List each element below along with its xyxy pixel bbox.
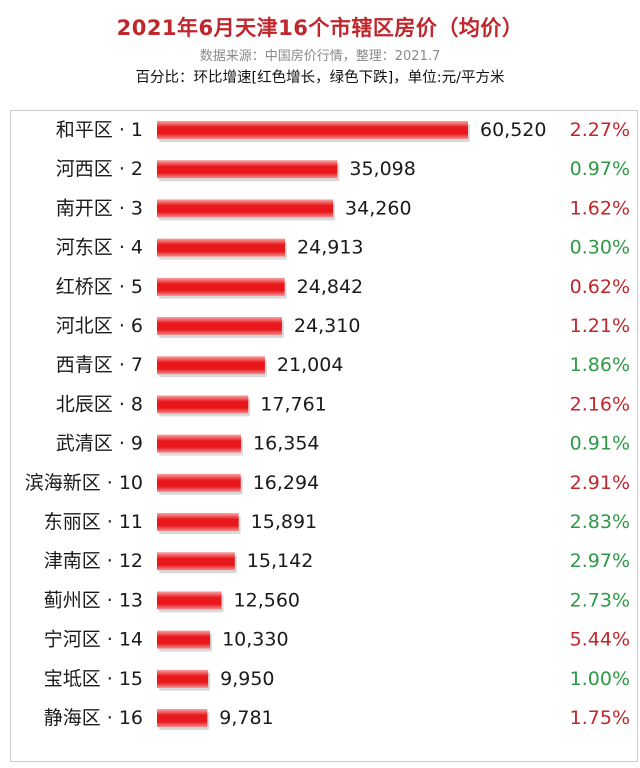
value-label: 34,260: [345, 197, 411, 219]
bar: [157, 473, 241, 492]
value-label: 24,913: [297, 237, 363, 259]
mom-change-label: 2.83%: [570, 511, 630, 533]
category-label: 津南区 · 12: [44, 550, 143, 572]
category-label: 河西区 · 2: [56, 158, 143, 180]
bar: [157, 317, 282, 335]
bar: [157, 669, 209, 688]
mom-change-label: 1.62%: [570, 197, 630, 219]
category-label: 河东区 · 4: [56, 237, 143, 259]
mom-change-label: 1.21%: [570, 315, 630, 337]
value-label: 24,310: [294, 315, 360, 337]
value-label: 16,354: [253, 433, 319, 455]
bar: [157, 277, 285, 296]
mom-change-label: 0.91%: [570, 433, 630, 455]
category-label: 蓟州区 · 13: [44, 589, 143, 611]
category-label: 宝坻区 · 15: [44, 668, 143, 690]
bar: [157, 434, 242, 453]
mom-change-label: 1.75%: [570, 707, 630, 729]
value-label: 9,950: [220, 668, 274, 690]
category-label: 宁河区 · 14: [44, 629, 143, 651]
value-label: 35,098: [349, 158, 415, 180]
value-label: 21,004: [277, 354, 343, 376]
mom-change-label: 2.73%: [570, 589, 630, 611]
mom-change-label: 1.00%: [570, 668, 630, 690]
category-label: 南开区 · 3: [56, 197, 143, 219]
mom-change-label: 2.27%: [570, 119, 630, 141]
bar: [157, 591, 222, 610]
category-label: 西青区 · 7: [56, 354, 143, 376]
bar: [157, 238, 286, 257]
mom-change-label: 2.97%: [570, 550, 630, 572]
bar: [157, 199, 334, 218]
mom-change-label: 1.86%: [570, 354, 630, 376]
mom-change-label: 0.62%: [570, 276, 630, 298]
value-label: 15,142: [247, 550, 313, 572]
value-label: 16,294: [253, 472, 319, 494]
unit-note: 百分比：环比增速[红色增长，绿色下跌]，单位:元/平方米: [135, 70, 505, 86]
value-label: 10,330: [222, 629, 288, 651]
bar: [157, 121, 468, 139]
value-label: 9,781: [219, 707, 273, 729]
chart-title: 2021年6月天津16个市辖区房价（均价）: [116, 16, 524, 40]
bar: [157, 160, 338, 179]
category-label: 滨海新区 · 10: [25, 472, 143, 494]
bar: [157, 356, 265, 375]
mom-change-label: 2.16%: [570, 393, 630, 415]
mom-change-label: 2.91%: [570, 472, 630, 494]
category-label: 武清区 · 9: [56, 433, 143, 455]
bar: [157, 513, 239, 531]
category-label: 和平区 · 1: [56, 119, 143, 141]
data-source-note: 数据来源：中国房价行情，整理：2021.7: [199, 49, 441, 64]
category-label: 北辰区 · 8: [56, 393, 143, 415]
bar: [157, 552, 235, 571]
value-label: 12,560: [234, 589, 300, 611]
bar: [157, 630, 211, 649]
bar: [157, 709, 208, 727]
category-label: 东丽区 · 11: [44, 511, 143, 533]
mom-change-label: 0.97%: [570, 158, 630, 180]
value-label: 60,520: [480, 119, 546, 141]
category-label: 河北区 · 6: [56, 315, 143, 337]
bar: [157, 395, 249, 414]
bars-group: 和平区 · 1 60,520 2.27% 河西区 · 2 35,098 0.97% 南开区 …: [25, 119, 630, 730]
value-label: 15,891: [251, 511, 317, 533]
mom-change-label: 5.44%: [570, 629, 630, 651]
category-label: 红桥区 · 5: [56, 276, 143, 298]
value-label: 17,761: [260, 393, 326, 415]
category-label: 静海区 · 16: [44, 707, 143, 729]
value-label: 24,842: [297, 276, 363, 298]
mom-change-label: 0.30%: [570, 237, 630, 259]
